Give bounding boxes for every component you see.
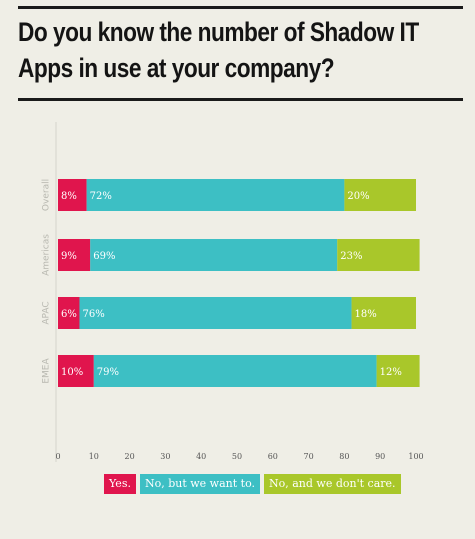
x-tick-label-50: 50 bbox=[232, 452, 242, 461]
bar-overall-seg-1 bbox=[58, 179, 87, 211]
bar-apac-seg-2 bbox=[79, 297, 352, 329]
x-tick-label-10: 10 bbox=[89, 452, 99, 461]
bar-americas-seg-1 bbox=[58, 239, 91, 271]
data-label-overall-seg-3: 20% bbox=[347, 191, 369, 202]
category-label-americas: Americas bbox=[42, 234, 52, 276]
category-label-emea: EMEA bbox=[42, 358, 52, 384]
data-label-emea-seg-3: 12% bbox=[380, 367, 402, 378]
data-label-americas-seg-3: 23% bbox=[340, 251, 362, 262]
data-label-americas-seg-2: 69% bbox=[93, 251, 115, 262]
data-label-overall-seg-1: 8% bbox=[61, 191, 77, 202]
legend-item-yes: Yes. bbox=[104, 474, 136, 494]
bar-overall-seg-2 bbox=[86, 179, 345, 211]
x-tick-label-30: 30 bbox=[160, 452, 170, 461]
x-tick-label-0: 0 bbox=[55, 452, 60, 461]
chart-title: Do you know the number of Shadow IT Apps… bbox=[18, 17, 419, 83]
data-label-americas-seg-1: 9% bbox=[61, 251, 77, 262]
data-label-emea-seg-2: 79% bbox=[97, 367, 119, 378]
top-rule bbox=[18, 6, 463, 9]
data-label-apac-seg-3: 18% bbox=[355, 309, 377, 320]
data-label-overall-seg-2: 72% bbox=[90, 191, 112, 202]
data-label-apac-seg-1: 6% bbox=[61, 309, 77, 320]
legend: Yes. No, but we want to. No, and we don'… bbox=[104, 474, 401, 494]
data-label-apac-seg-2: 76% bbox=[82, 309, 104, 320]
legend-item-no-care: No, and we don't care. bbox=[264, 474, 401, 494]
x-tick-label-90: 90 bbox=[375, 452, 385, 461]
x-tick-label-60: 60 bbox=[268, 452, 278, 461]
bar-overall-seg-3 bbox=[344, 179, 416, 211]
bar-apac-seg-1 bbox=[58, 297, 80, 329]
x-tick-label-70: 70 bbox=[304, 452, 314, 461]
stacked-bar-chart: 8% 72% 20% Overall 9% 69% 23% Americas 6% 76% 18% A… bbox=[42, 122, 424, 462]
title-rule bbox=[18, 98, 463, 101]
bar-americas-seg-2 bbox=[90, 239, 338, 271]
x-tick-label-80: 80 bbox=[339, 452, 349, 461]
bar-emea-seg-1 bbox=[58, 355, 94, 387]
bar-emea-seg-2 bbox=[93, 355, 377, 387]
category-label-overall: Overall bbox=[42, 179, 52, 211]
legend-item-no-want: No, but we want to. bbox=[139, 474, 260, 494]
x-tick-label-100: 100 bbox=[408, 452, 423, 461]
x-tick-label-40: 40 bbox=[196, 452, 206, 461]
x-tick-label-20: 20 bbox=[125, 452, 135, 461]
bar-emea-seg-3 bbox=[376, 355, 420, 387]
bar-americas-seg-3 bbox=[337, 239, 420, 271]
category-label-apac: APAC bbox=[42, 301, 52, 324]
data-label-emea-seg-1: 10% bbox=[61, 367, 83, 378]
bar-apac-seg-3 bbox=[351, 297, 416, 329]
